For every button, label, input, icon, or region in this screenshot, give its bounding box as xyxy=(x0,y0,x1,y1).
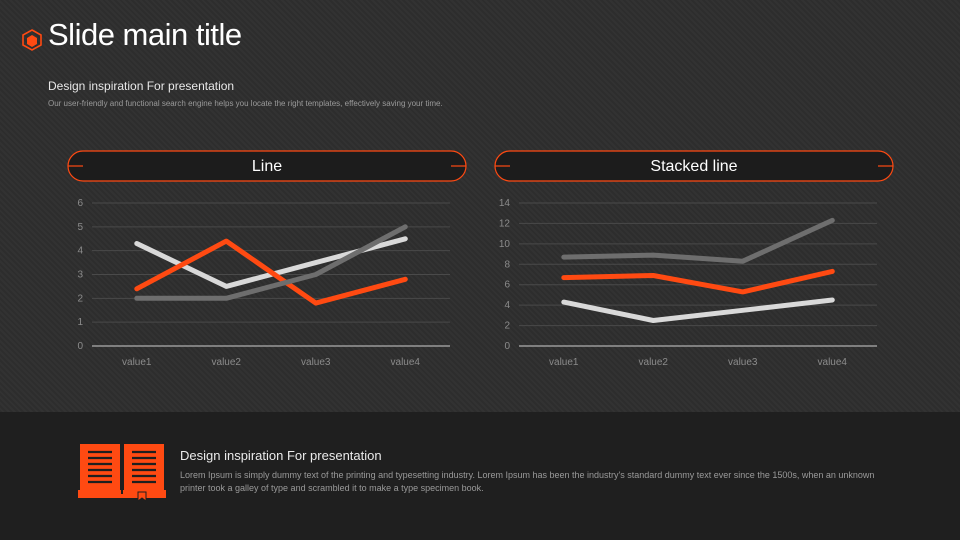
x-tick-label: value2 xyxy=(212,357,242,368)
y-tick-label: 0 xyxy=(77,341,83,352)
cube-logo-icon xyxy=(22,29,42,51)
y-tick-label: 6 xyxy=(504,280,510,291)
series-line-3 xyxy=(561,217,835,264)
series-line-2 xyxy=(134,238,408,306)
series-line-2 xyxy=(561,268,835,295)
footer-title: Design inspiration For presentation xyxy=(180,448,382,463)
section-description: Our user-friendly and functional search … xyxy=(48,99,443,108)
x-tick-label: value3 xyxy=(728,357,758,368)
y-tick-label: 2 xyxy=(77,293,83,304)
y-tick-label: 6 xyxy=(77,198,83,209)
footer-text: Lorem Ipsum is simply dummy text of the … xyxy=(180,470,875,493)
x-tick-label: value1 xyxy=(549,357,579,368)
y-tick-label: 4 xyxy=(77,246,83,257)
y-tick-label: 3 xyxy=(77,270,83,281)
y-tick-label: 0 xyxy=(504,341,510,352)
y-tick-label: 4 xyxy=(504,300,510,311)
chart-title: Line xyxy=(252,158,282,175)
line-chart: Line 0 1 2 3 4 5 6 value1 value2 value3 value4 xyxy=(67,150,467,375)
chart-title: Stacked line xyxy=(650,158,737,175)
y-tick-label: 8 xyxy=(504,259,510,270)
x-tick-label: value2 xyxy=(639,357,669,368)
y-tick-label: 1 xyxy=(77,317,83,328)
stacked-line-chart: Stacked line 0 2 4 6 8 10 12 14 value1 value2 value… xyxy=(494,150,894,375)
series-line-1 xyxy=(561,297,835,323)
y-tick-label: 2 xyxy=(504,321,510,332)
y-tick-label: 5 xyxy=(77,222,83,233)
y-tick-label: 12 xyxy=(499,218,511,229)
y-tick-label: 10 xyxy=(499,239,511,250)
section-subtitle: Design inspiration For presentation xyxy=(48,79,235,93)
x-tick-label: value4 xyxy=(391,357,421,368)
x-tick-label: value1 xyxy=(122,357,152,368)
y-tick-label: 14 xyxy=(499,198,511,209)
x-tick-label: value3 xyxy=(301,357,331,368)
book-icon xyxy=(78,444,166,502)
series-line-3 xyxy=(134,224,408,301)
x-tick-label: value4 xyxy=(818,357,848,368)
page-title: Slide main title xyxy=(48,17,242,52)
